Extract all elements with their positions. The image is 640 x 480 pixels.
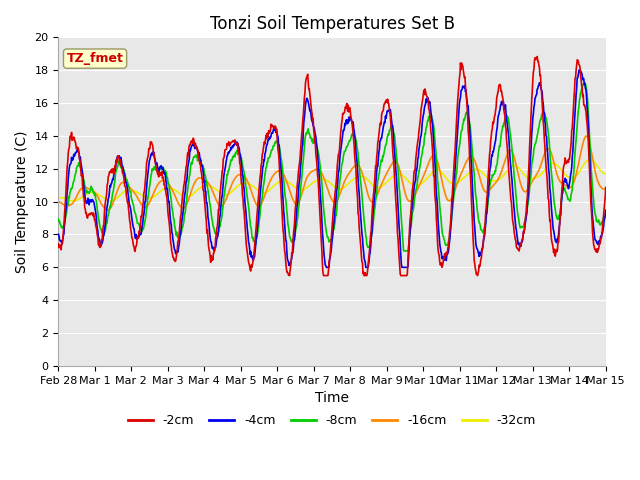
Text: TZ_fmet: TZ_fmet [67,52,124,65]
X-axis label: Time: Time [315,391,349,405]
Title: Tonzi Soil Temperatures Set B: Tonzi Soil Temperatures Set B [209,15,454,33]
Legend: -2cm, -4cm, -8cm, -16cm, -32cm: -2cm, -4cm, -8cm, -16cm, -32cm [123,409,541,432]
Y-axis label: Soil Temperature (C): Soil Temperature (C) [15,131,29,273]
